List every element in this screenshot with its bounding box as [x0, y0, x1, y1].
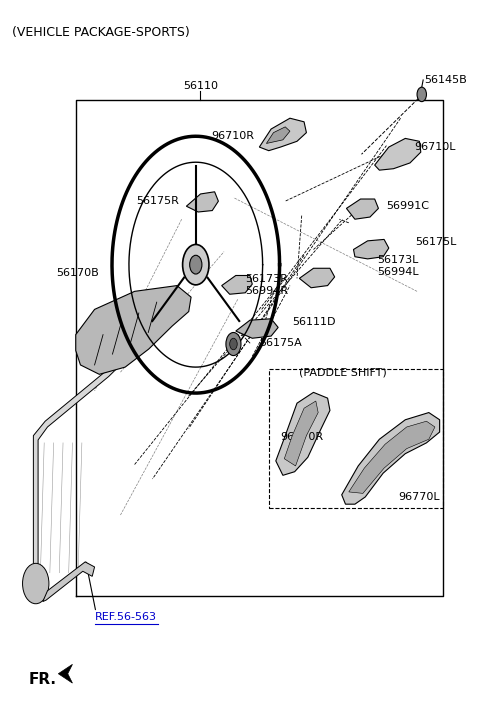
Text: FR.: FR. [29, 672, 57, 687]
Circle shape [230, 338, 237, 350]
Text: 56110: 56110 [183, 81, 218, 91]
Polygon shape [259, 119, 306, 150]
Polygon shape [276, 393, 330, 475]
Circle shape [182, 244, 209, 285]
Text: 56991C: 56991C [386, 201, 430, 212]
Text: 96770L: 96770L [398, 492, 440, 502]
Polygon shape [236, 318, 278, 338]
Text: 56170B: 56170B [57, 268, 99, 278]
Polygon shape [353, 239, 389, 259]
Polygon shape [342, 412, 440, 505]
Circle shape [23, 563, 49, 603]
Text: 56175L: 56175L [415, 237, 456, 247]
Polygon shape [34, 360, 120, 584]
Text: 56994L: 56994L [377, 267, 419, 277]
Polygon shape [59, 664, 72, 683]
Text: 56173L: 56173L [377, 255, 419, 265]
Text: (PADDLE SHIFT): (PADDLE SHIFT) [300, 367, 387, 377]
Text: (VEHICLE PACKAGE-SPORTS): (VEHICLE PACKAGE-SPORTS) [12, 26, 190, 39]
Text: 56175A: 56175A [259, 338, 302, 348]
Polygon shape [349, 421, 435, 494]
Polygon shape [76, 286, 191, 374]
Text: 56994R: 56994R [245, 286, 288, 296]
Polygon shape [43, 562, 95, 601]
Circle shape [226, 332, 241, 356]
Polygon shape [266, 127, 290, 143]
Circle shape [417, 87, 426, 102]
Text: 96710R: 96710R [212, 132, 254, 141]
Polygon shape [284, 401, 318, 466]
Polygon shape [300, 268, 335, 288]
Text: 96710L: 96710L [415, 142, 456, 152]
Text: 56145B: 56145B [424, 75, 467, 85]
Text: 56111D: 56111D [292, 317, 336, 326]
Polygon shape [186, 192, 218, 212]
Text: 96770R: 96770R [280, 432, 324, 442]
Circle shape [190, 255, 202, 274]
Text: 56173R: 56173R [245, 274, 288, 284]
Text: REF.56-563: REF.56-563 [95, 612, 156, 622]
Polygon shape [347, 199, 378, 220]
Text: 56175R: 56175R [136, 196, 180, 206]
Polygon shape [222, 276, 252, 294]
Polygon shape [375, 138, 421, 170]
